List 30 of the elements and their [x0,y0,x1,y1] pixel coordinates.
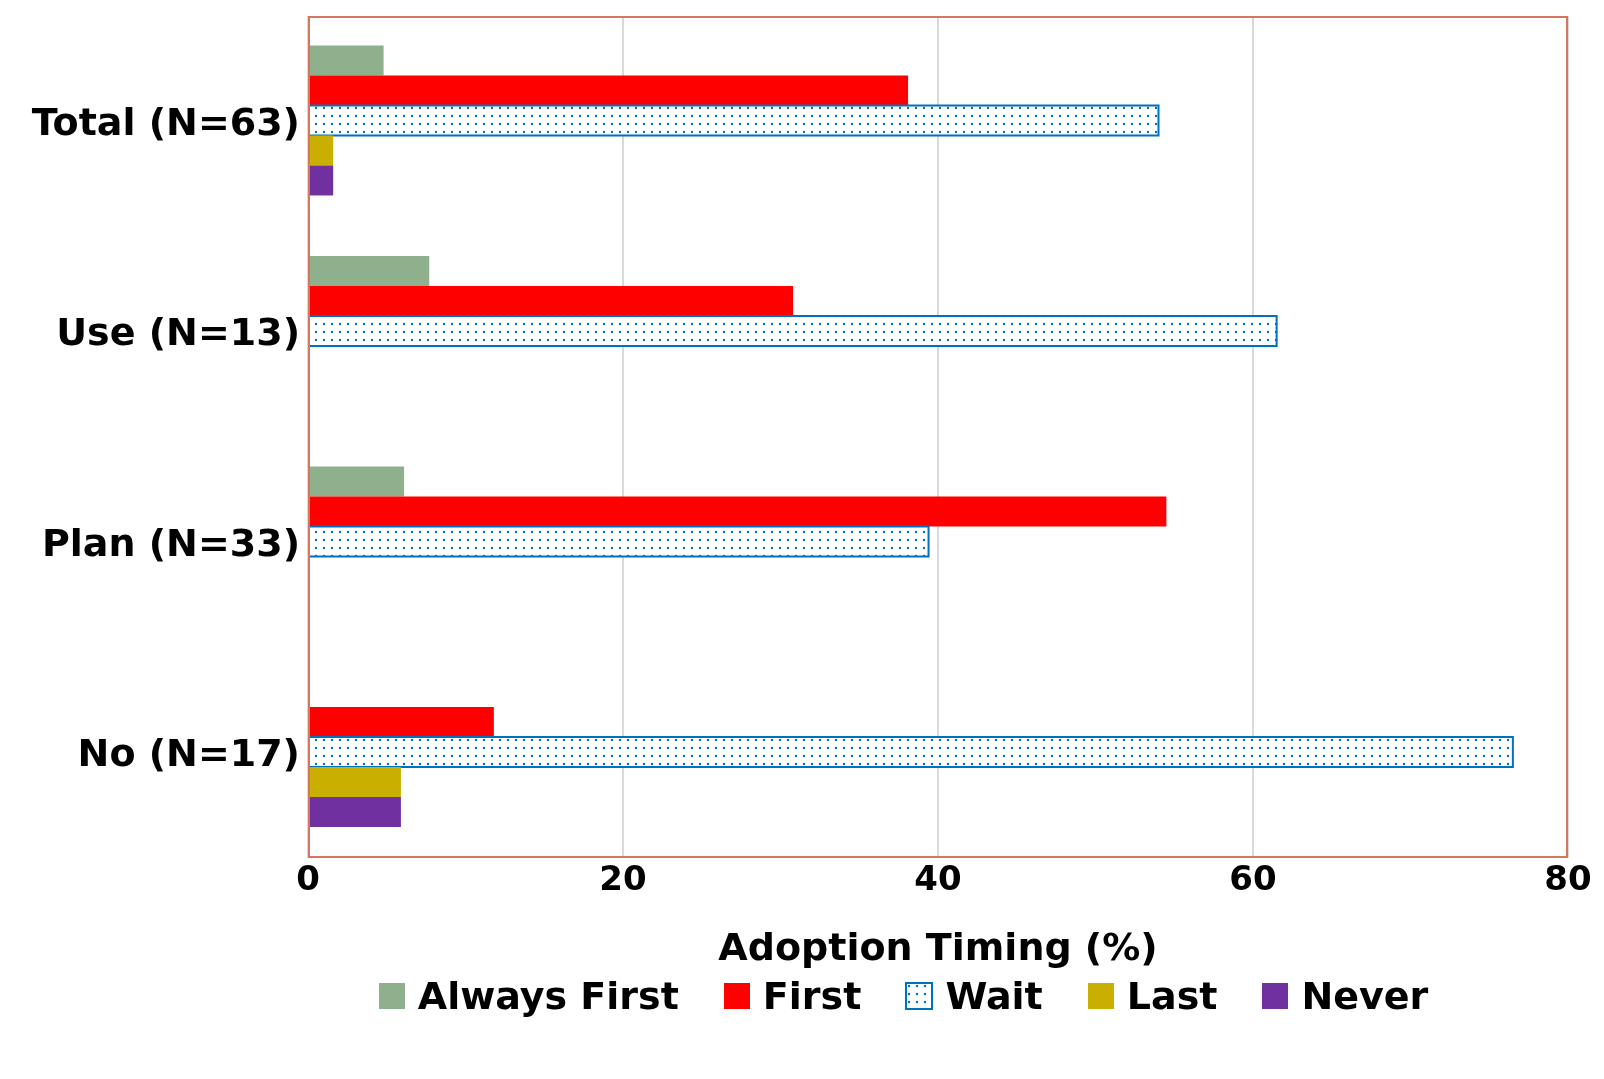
bar [308,104,1160,137]
legend-label: Last [1126,974,1218,1018]
x-axis-title: Adoption Timing (%) [718,925,1158,969]
bar [308,496,1167,527]
bar [308,255,430,286]
y-tick-label: Use (N=13) [56,310,300,355]
bar [308,314,1278,347]
legend-label: Always First [417,974,679,1018]
x-tick-label: 60 [1229,858,1277,899]
bar [308,135,334,166]
y-tick-label: Total (N=63) [31,99,300,144]
x-tick-label: 80 [1544,858,1592,899]
bar [308,75,909,106]
y-tick-label: No (N=17) [77,731,300,776]
bar [308,766,401,797]
bar [308,285,794,316]
bar [308,525,930,558]
x-tick-label: 0 [296,858,320,899]
bar [308,735,1514,768]
legend-label: Wait [945,974,1043,1018]
x-tick-label: 40 [914,858,962,899]
bar [308,796,401,827]
x-tick-label: 20 [599,858,647,899]
legend-label: First [762,974,862,1018]
y-tick-label: Plan (N=33) [41,520,300,565]
legend-label: Never [1301,974,1429,1018]
bar [308,45,384,76]
bar [308,165,334,196]
bar [308,706,494,737]
bar [308,466,405,497]
